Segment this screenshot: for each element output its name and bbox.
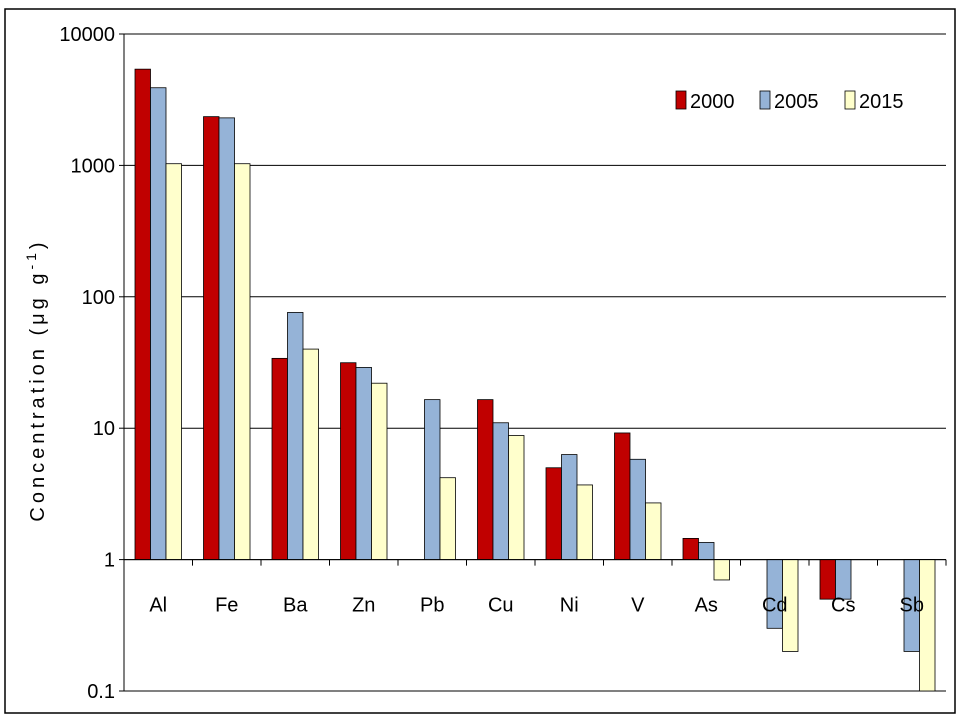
legend-label-2005: 2005 — [774, 91, 819, 113]
x-tick-label: Ni — [560, 595, 579, 617]
x-tick-label: Fe — [215, 595, 238, 617]
legend-swatch-2005 — [759, 90, 771, 110]
y-tick-label: 10000 — [59, 24, 115, 46]
legend-label-2015: 2015 — [859, 91, 904, 113]
bar-2005-Zn — [355, 367, 372, 561]
bar-2000-As — [682, 537, 699, 560]
x-tick-label: Ba — [283, 595, 308, 617]
bar-2000-Fe — [203, 116, 220, 560]
x-tick-label: Cu — [488, 595, 514, 617]
bar-2005-V — [629, 458, 646, 560]
x-tick-label: As — [695, 595, 718, 617]
bar-2005-Ba — [287, 312, 304, 560]
legend-swatch-2000 — [675, 90, 687, 110]
x-tick-label: V — [631, 595, 645, 617]
bar-2000-Ni — [545, 467, 562, 560]
y-tick-label: 100 — [82, 287, 115, 309]
y-tick-label: 1000 — [71, 155, 116, 177]
bar-2000-Cu — [477, 399, 494, 561]
x-tick-label: Zn — [352, 595, 375, 617]
bar-2015-Ba — [302, 348, 319, 561]
legend-label-2000: 2000 — [690, 91, 735, 113]
y-axis-title-sup: -1 — [23, 249, 39, 269]
bar-2015-Al — [165, 163, 182, 561]
bar-2015-V — [645, 502, 662, 560]
y-tick-label: 10 — [93, 418, 115, 440]
legend-swatch-2015 — [844, 90, 856, 110]
bar-2005-Ni — [561, 454, 578, 560]
x-tick-label: Sb — [900, 595, 924, 617]
bar-2005-Cs — [835, 559, 852, 600]
bar-2000-Ba — [271, 357, 288, 561]
bar-2005-As — [698, 542, 715, 560]
bar-2000-Zn — [340, 362, 357, 560]
bar-2015-Sb — [919, 559, 936, 692]
bar-2000-Al — [134, 68, 151, 561]
y-tick-label: 0.1 — [87, 681, 115, 703]
axes: 0.1 1 10 100 1000 10000 Al Fe Ba Zn Pb Cu Ni V As Cd Cs S… — [59, 24, 947, 703]
bar-2015-Pb — [439, 477, 456, 561]
y-tick-label: 1 — [104, 550, 115, 572]
x-tick-label: Cd — [762, 595, 788, 617]
bar-2015-Zn — [371, 382, 388, 560]
bar-2015-As — [713, 559, 730, 581]
bar-2015-Fe — [234, 163, 251, 561]
y-axis-title-end: ) — [27, 238, 49, 249]
x-tick-label: Pb — [420, 595, 444, 617]
bar-2005-Fe — [218, 117, 235, 561]
bar-2005-Cu — [492, 422, 509, 560]
y-axis-title-main: Concentration (μg g — [27, 270, 49, 522]
bar-2005-Al — [150, 87, 167, 560]
y-axis-title: Concentration (μg g-1) — [23, 238, 49, 521]
legend: 2000 2005 2015 — [675, 90, 904, 113]
bar-2005-Pb — [424, 399, 441, 561]
bar-2015-Cu — [508, 435, 525, 560]
bar-2015-Ni — [576, 484, 593, 560]
bar-2000-V — [614, 432, 631, 561]
x-tick-label: Al — [149, 595, 167, 617]
bar-2000-Cs — [819, 559, 836, 600]
x-tick-label: Cs — [831, 595, 855, 617]
bars — [134, 68, 936, 692]
